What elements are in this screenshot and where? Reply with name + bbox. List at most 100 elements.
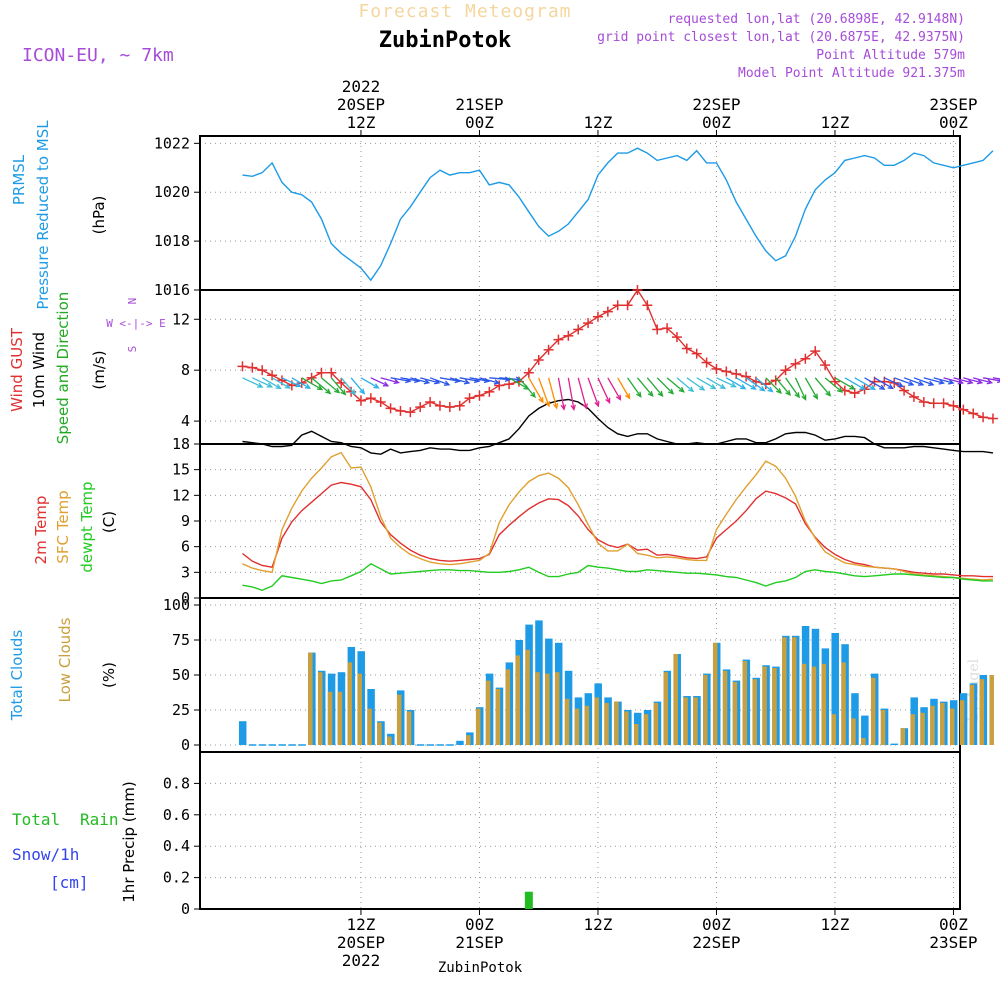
wind-arrowhead [350, 389, 356, 396]
time-axis-label: 12Z [347, 113, 376, 132]
wind-arrow [627, 377, 642, 397]
temp-2m-label: 2m Temp [32, 496, 50, 565]
wind-arrow [656, 377, 674, 395]
wind-arrowhead [957, 379, 965, 385]
y-tick-label: 25 [172, 701, 190, 719]
low-cloud-bar [396, 694, 402, 745]
wind-arrow [577, 377, 588, 409]
wind-arrow [291, 377, 311, 389]
wind-arrow [400, 377, 420, 382]
y-tick-label: 15 [172, 461, 190, 479]
y-tick-label: 4 [181, 412, 190, 430]
wind-arrow [538, 377, 550, 407]
temperature-series-line [242, 562, 993, 592]
model-label: ICON-EU, ~ 7km [22, 45, 174, 66]
low-cloud-bar [989, 675, 994, 745]
wind-arrow [676, 377, 694, 392]
wind-arrow [844, 377, 866, 390]
y-tick-label: 0.8 [163, 774, 190, 792]
time-axis-label: 00Z [939, 113, 968, 132]
low-cloud-bar [515, 655, 520, 745]
wind-arrow [755, 377, 773, 393]
wind-arrow [973, 377, 992, 384]
time-axis-label: 22SEP [692, 933, 740, 952]
temp-sfc-label: SFC Temp [54, 490, 72, 563]
wind-arrow [864, 377, 885, 390]
low-cloud-bar [979, 679, 985, 745]
time-axis-label: 00Z [939, 915, 968, 934]
low-cloud-bar [959, 700, 965, 745]
clouds-unit-label: (%) [100, 662, 118, 688]
wind-arrow [479, 377, 500, 384]
location-title: ZubinPotok [379, 28, 511, 53]
low-cloud-bar [930, 705, 935, 745]
wind-arrowhead [359, 388, 366, 395]
wind-arrowhead [750, 384, 757, 390]
wind-arrowhead [967, 379, 974, 385]
wind-arrow [636, 377, 654, 397]
panel-frame [199, 135, 961, 291]
y-tick-label: 1022 [154, 134, 190, 152]
low-cloud-bar [308, 652, 313, 745]
wind-arrowhead [976, 379, 984, 385]
wind-arrowhead [615, 394, 622, 401]
wind-arrow [765, 377, 782, 394]
wind-arrow [716, 377, 736, 388]
compass-east-west-label: W <-|-> E [106, 317, 166, 330]
wind-arrow [242, 377, 263, 388]
low-cloud-bar [614, 701, 619, 745]
low-cloud-bar [317, 672, 323, 745]
low-cloud-bar [969, 684, 975, 745]
wind-arrowhead [582, 403, 588, 410]
wind-arrowhead [636, 391, 642, 398]
low-cloud-bar [861, 738, 866, 745]
wind-arrow [933, 377, 954, 384]
low-cloud-bar [920, 712, 925, 745]
low-cloud-bar [900, 728, 906, 745]
wind-arrowhead [767, 386, 774, 393]
wind-arrow [646, 377, 664, 397]
low-cloud-bar [495, 689, 501, 745]
low-cloud-bar [406, 711, 412, 745]
wind-arrowhead [316, 384, 324, 391]
low-cloud-bar [732, 682, 738, 745]
total-clouds-label: Total Clouds [8, 630, 26, 722]
wind-arrow [459, 377, 479, 382]
wind-arrowhead [463, 379, 471, 385]
total-cloud-bar [890, 743, 899, 745]
total-cloud-bar [456, 740, 464, 745]
low-cloud-bar [762, 666, 767, 745]
time-axis-label: 20SEP [337, 933, 385, 952]
wind-arrow [785, 377, 800, 398]
wind-arrow [350, 377, 365, 394]
y-tick-label: 6 [181, 538, 190, 556]
wind-arrowhead [373, 383, 380, 389]
wind-arrowhead [801, 394, 807, 401]
compass-south-label: S [126, 346, 139, 353]
wind-direction-label: Speed and Direction [54, 292, 72, 445]
footer-location: ZubinPotok [438, 960, 523, 976]
time-axis-label: 22SEP [692, 95, 740, 114]
time-axis-label: 00Z [465, 113, 494, 132]
y-tick-label: 50 [172, 666, 190, 684]
time-axis-label: 20SEP [337, 95, 385, 114]
wind-arrowhead [605, 397, 611, 405]
wind-arrow [884, 377, 903, 387]
wind-arrowhead [897, 382, 904, 388]
wind-arrow [587, 377, 599, 407]
low-cloud-bar [821, 663, 827, 745]
wind-arrow [489, 377, 510, 381]
wind-arrow [261, 377, 281, 389]
wind-arrow [874, 377, 894, 389]
wind-arrowhead [699, 385, 706, 391]
precip-snow-unit-label: [cm] [50, 873, 89, 892]
low-clouds-label: Low Clouds [56, 617, 74, 702]
wind-arrowhead [908, 380, 915, 386]
wind-arrowhead [325, 388, 332, 395]
wind-arrow [271, 377, 291, 389]
low-cloud-bar [525, 649, 530, 745]
plot-area: 1016 1018 1020 1022 4 8 12 0 3 6 9 12 15 18 0 25 50 75 100… [8, 77, 1000, 970]
wind-arrow [775, 377, 791, 396]
temp-dewpt-label: dewpt Temp [78, 481, 96, 572]
wind-gust-label: Wind GUST [8, 327, 26, 412]
